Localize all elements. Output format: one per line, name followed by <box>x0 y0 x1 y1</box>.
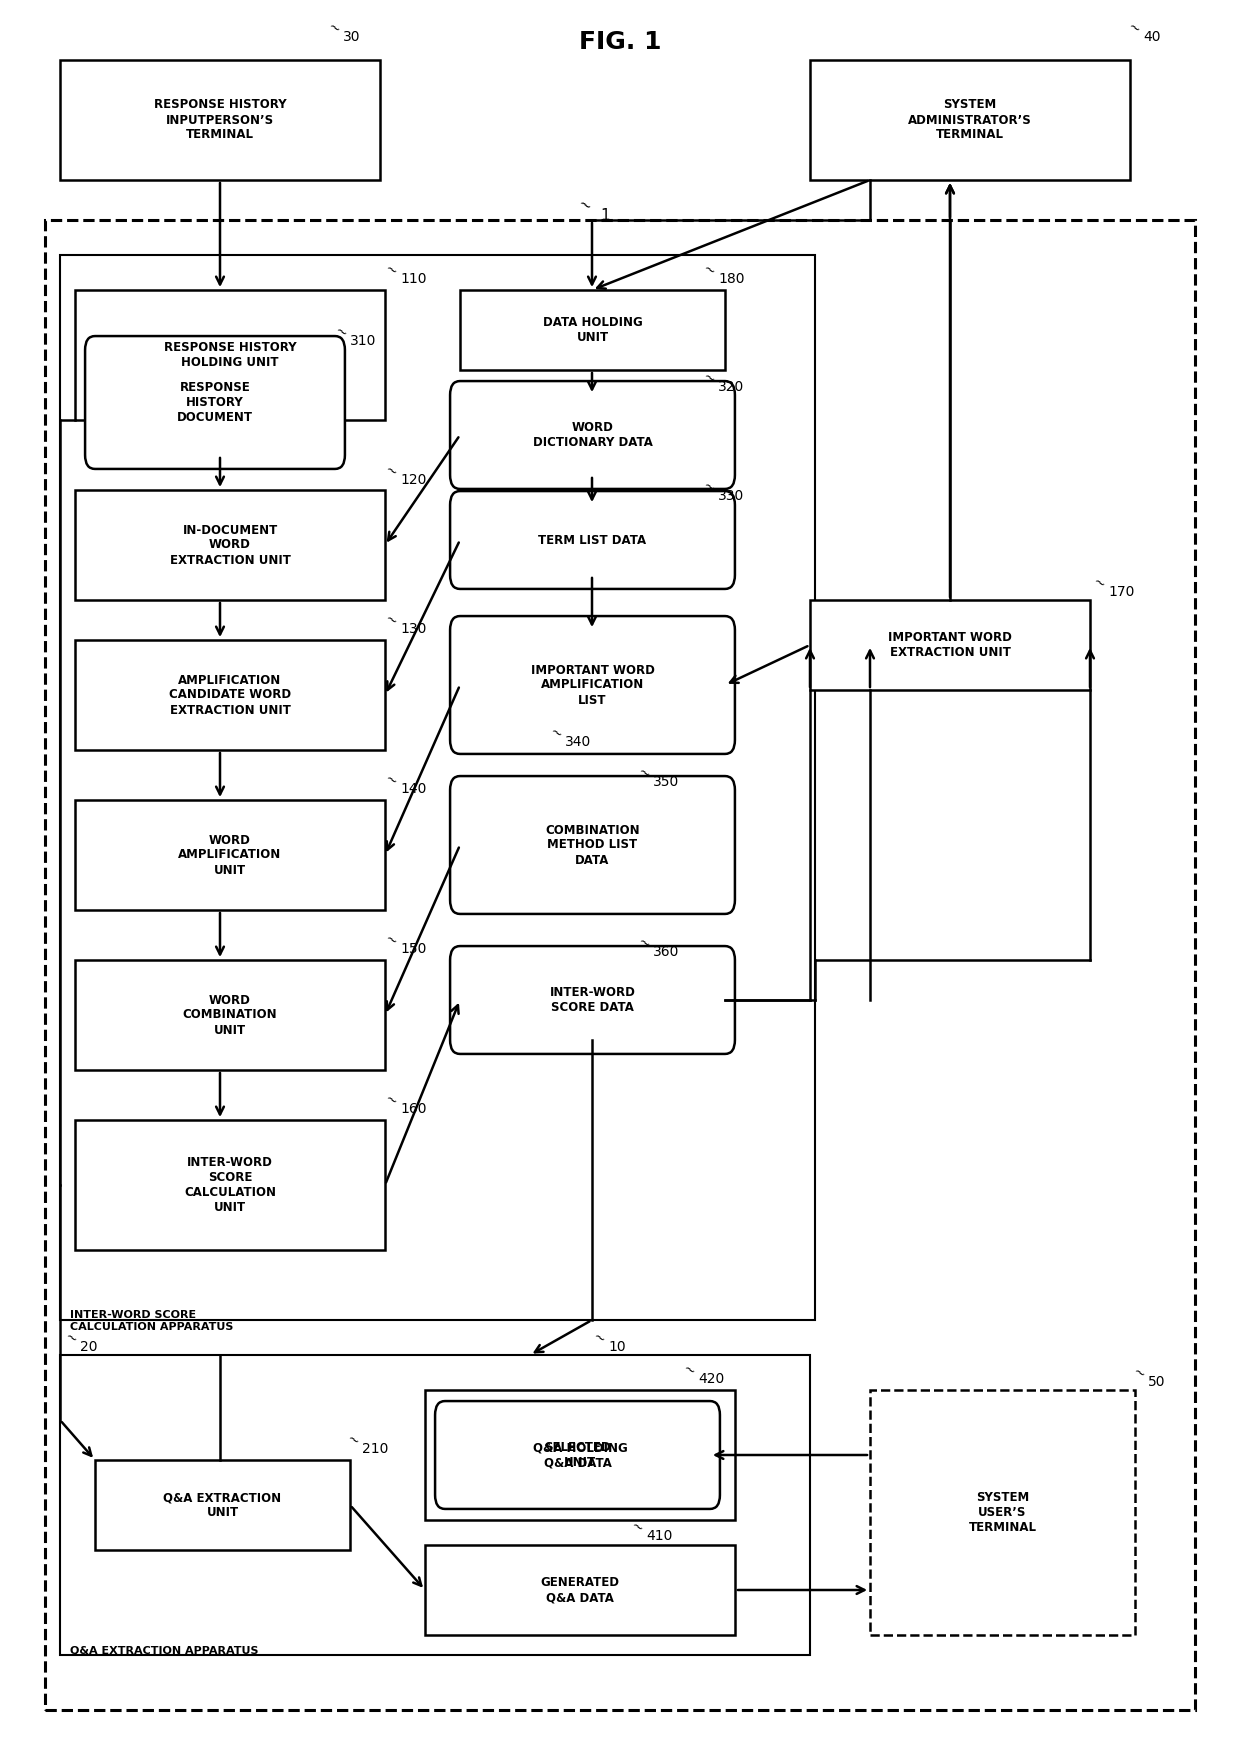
Text: Q&A EXTRACTION
UNIT: Q&A EXTRACTION UNIT <box>164 1491 281 1519</box>
FancyBboxPatch shape <box>74 490 384 599</box>
FancyBboxPatch shape <box>74 800 384 909</box>
Text: WORD
DICTIONARY DATA: WORD DICTIONARY DATA <box>532 422 652 449</box>
FancyBboxPatch shape <box>435 1401 720 1509</box>
Text: Q&A EXTRACTION APPARATUS: Q&A EXTRACTION APPARATUS <box>69 1644 258 1655</box>
FancyBboxPatch shape <box>74 639 384 751</box>
Text: 180: 180 <box>718 272 744 286</box>
Text: SYSTEM
USER’S
TERMINAL: SYSTEM USER’S TERMINAL <box>968 1491 1037 1535</box>
Text: COMBINATION
METHOD LIST
DATA: COMBINATION METHOD LIST DATA <box>546 824 640 866</box>
Text: ~: ~ <box>547 725 564 744</box>
Text: 150: 150 <box>401 942 427 956</box>
Text: ~: ~ <box>343 1432 361 1449</box>
FancyBboxPatch shape <box>450 617 735 754</box>
Text: ~: ~ <box>701 261 717 280</box>
Text: GENERATED
Q&A DATA: GENERATED Q&A DATA <box>541 1577 620 1604</box>
Text: 10: 10 <box>608 1340 626 1354</box>
Text: IMPORTANT WORD
EXTRACTION UNIT: IMPORTANT WORD EXTRACTION UNIT <box>888 631 1012 658</box>
Text: 140: 140 <box>401 782 427 796</box>
Text: ~: ~ <box>382 1092 399 1110</box>
Text: 50: 50 <box>1148 1374 1166 1388</box>
Text: Q&A HOLDING
UNIT: Q&A HOLDING UNIT <box>533 1441 627 1469</box>
Text: 310: 310 <box>350 334 377 348</box>
Text: ~: ~ <box>635 765 652 782</box>
Text: 130: 130 <box>401 622 427 636</box>
Text: FIG. 1: FIG. 1 <box>579 30 661 54</box>
Text: DATA HOLDING
UNIT: DATA HOLDING UNIT <box>543 315 642 343</box>
FancyBboxPatch shape <box>450 946 735 1054</box>
Text: ~: ~ <box>382 611 399 631</box>
Text: ~: ~ <box>680 1362 697 1380</box>
Text: ~: ~ <box>382 772 399 791</box>
Text: RESPONSE HISTORY
INPUTPERSON’S
TERMINAL: RESPONSE HISTORY INPUTPERSON’S TERMINAL <box>154 99 286 141</box>
Text: ~: ~ <box>701 369 717 388</box>
Text: 1: 1 <box>600 207 610 223</box>
Text: ~: ~ <box>575 195 594 214</box>
FancyBboxPatch shape <box>450 777 735 915</box>
Text: 340: 340 <box>565 735 591 749</box>
FancyBboxPatch shape <box>74 289 384 420</box>
Text: 110: 110 <box>401 272 427 286</box>
Text: ~: ~ <box>590 1331 608 1348</box>
Text: INTER-WORD
SCORE
CALCULATION
UNIT: INTER-WORD SCORE CALCULATION UNIT <box>184 1157 277 1214</box>
Text: INTER-WORD SCORE
CALCULATION APPARATUS: INTER-WORD SCORE CALCULATION APPARATUS <box>69 1310 233 1331</box>
FancyBboxPatch shape <box>95 1460 350 1550</box>
Text: 20: 20 <box>81 1340 98 1354</box>
FancyBboxPatch shape <box>74 960 384 1070</box>
Text: IN-DOCUMENT
WORD
EXTRACTION UNIT: IN-DOCUMENT WORD EXTRACTION UNIT <box>170 524 290 566</box>
Text: WORD
COMBINATION
UNIT: WORD COMBINATION UNIT <box>182 993 278 1036</box>
FancyBboxPatch shape <box>425 1390 735 1521</box>
FancyBboxPatch shape <box>425 1545 735 1636</box>
Text: 210: 210 <box>362 1442 388 1456</box>
Text: TERM LIST DATA: TERM LIST DATA <box>538 533 646 547</box>
FancyBboxPatch shape <box>74 1120 384 1251</box>
FancyBboxPatch shape <box>870 1390 1135 1636</box>
Text: 40: 40 <box>1143 30 1161 44</box>
Text: ~: ~ <box>701 479 717 496</box>
FancyBboxPatch shape <box>460 289 725 369</box>
Text: ~: ~ <box>1090 575 1107 592</box>
Text: 330: 330 <box>718 490 744 503</box>
Text: 30: 30 <box>343 30 361 44</box>
Text: 410: 410 <box>646 1529 672 1543</box>
Text: AMPLIFICATION
CANDIDATE WORD
EXTRACTION UNIT: AMPLIFICATION CANDIDATE WORD EXTRACTION … <box>169 674 291 716</box>
FancyBboxPatch shape <box>60 59 379 179</box>
Text: WORD
AMPLIFICATION
UNIT: WORD AMPLIFICATION UNIT <box>179 833 281 876</box>
FancyBboxPatch shape <box>450 491 735 589</box>
Text: ~: ~ <box>1130 1366 1147 1383</box>
Text: 350: 350 <box>653 775 680 789</box>
Text: RESPONSE
HISTORY
DOCUMENT: RESPONSE HISTORY DOCUMENT <box>177 381 253 423</box>
Text: 160: 160 <box>401 1103 427 1117</box>
Text: ~: ~ <box>1125 21 1142 38</box>
Text: ~: ~ <box>635 935 652 953</box>
Text: 420: 420 <box>698 1373 724 1387</box>
Text: 170: 170 <box>1109 585 1135 599</box>
Text: 120: 120 <box>401 474 427 488</box>
Text: ~: ~ <box>382 932 399 949</box>
Text: ~: ~ <box>627 1519 645 1536</box>
Text: IMPORTANT WORD
AMPLIFICATION
LIST: IMPORTANT WORD AMPLIFICATION LIST <box>531 664 655 707</box>
FancyBboxPatch shape <box>86 336 345 469</box>
Text: ~: ~ <box>62 1331 79 1348</box>
FancyBboxPatch shape <box>450 381 735 490</box>
FancyBboxPatch shape <box>810 59 1130 179</box>
Text: SELECTED
Q&A DATA: SELECTED Q&A DATA <box>543 1441 611 1469</box>
FancyBboxPatch shape <box>810 599 1090 690</box>
Text: SYSTEM
ADMINISTRATOR’S
TERMINAL: SYSTEM ADMINISTRATOR’S TERMINAL <box>908 99 1032 141</box>
Text: ~: ~ <box>325 21 342 38</box>
Text: ~: ~ <box>382 261 399 280</box>
Text: ~: ~ <box>332 324 350 341</box>
Text: 360: 360 <box>653 944 680 960</box>
Text: ~: ~ <box>382 463 399 481</box>
Text: 320: 320 <box>718 380 744 394</box>
Text: INTER-WORD
SCORE DATA: INTER-WORD SCORE DATA <box>549 986 635 1014</box>
Text: RESPONSE HISTORY
HOLDING UNIT: RESPONSE HISTORY HOLDING UNIT <box>164 341 296 369</box>
